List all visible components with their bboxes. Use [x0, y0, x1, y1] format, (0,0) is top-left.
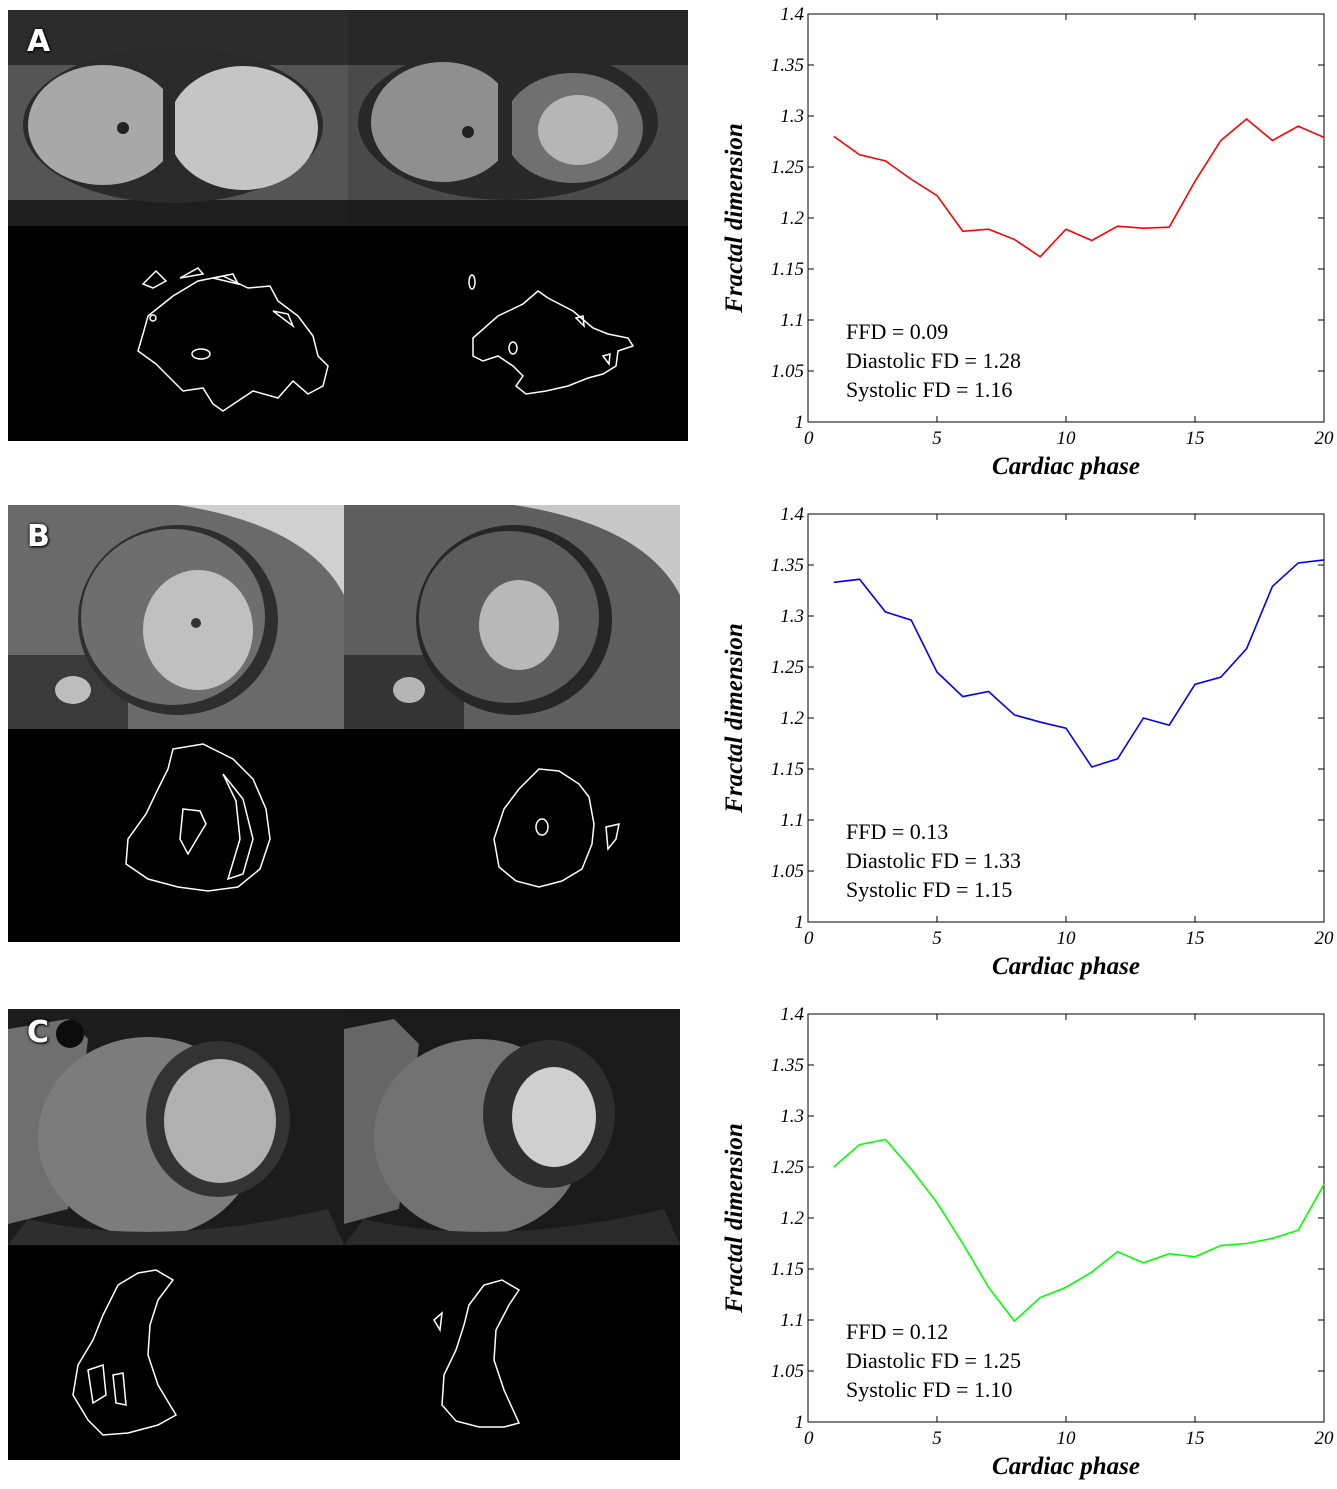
x-tick-label: 20 [1315, 1428, 1335, 1449]
mri-end-systole-image [344, 1009, 680, 1245]
y-tick-label: 1.25 [771, 157, 804, 178]
y-tick-label: 1.2 [780, 708, 804, 729]
x-tick-label: 20 [1315, 928, 1335, 949]
annotation-text: Systolic FD = 1.10 [846, 1377, 1012, 1402]
y-tick-label: 1.2 [780, 1208, 804, 1229]
mri-end-diastole-image [8, 505, 344, 729]
x-tick-label: 0 [804, 1428, 814, 1449]
mri-end-diastole-image [8, 1009, 344, 1245]
y-tick-label: 1.1 [780, 810, 804, 831]
x-tick-label: 5 [932, 428, 942, 449]
chart-a: 1 1.05 1.1 1.15 1.2 1.25 1.3 1.35 1.4 0 5 10 15 20 Car… [721, 4, 1335, 480]
y-tick-label: 1.35 [771, 1055, 804, 1076]
y-tick-label: 1.3 [780, 1106, 804, 1127]
x-tick-label: 15 [1186, 428, 1205, 449]
x-axis-title: Cardiac phase [992, 1453, 1140, 1480]
x-tick-label: 5 [932, 928, 942, 949]
y-tick-label: 1.4 [780, 4, 804, 25]
y-tick-label: 1.1 [780, 1310, 804, 1331]
chart-c: 1 1.05 1.1 1.15 1.2 1.25 1.3 1.35 1.4 0 5 10 15 20 Car… [721, 1004, 1335, 1480]
x-axis-title: Cardiac phase [992, 953, 1140, 980]
x-tick-label: 0 [804, 428, 814, 449]
chart-b: 1 1.05 1.1 1.15 1.2 1.25 1.3 1.35 1.4 0 5 10 15 20 Car… [721, 504, 1335, 980]
x-tick-label: 10 [1057, 428, 1077, 449]
panel-letter-b: B [27, 519, 50, 554]
x-tick-label: 15 [1186, 928, 1205, 949]
x-tick-label: 20 [1315, 428, 1335, 449]
y-tick-label: 1.25 [771, 657, 804, 678]
y-tick-label: 1.4 [780, 1004, 804, 1025]
series-line [833, 1138, 1325, 1323]
y-tick-label: 1.3 [780, 606, 804, 627]
panel-c: C 1 1.05 1.1 1.15 1.2 1.25 1.3 1.35 1.4 0 5 10 15 20 C… [0, 1000, 1337, 1489]
y-tick-label: 1.05 [771, 1361, 804, 1382]
y-axis-title: Fractal dimension [721, 623, 748, 814]
y-tick-label: 1.15 [771, 1259, 804, 1280]
y-tick-label: 1.15 [771, 759, 804, 780]
series-line [833, 118, 1325, 258]
edge-contour-diastole [125, 743, 271, 892]
y-tick-label: 1.1 [780, 310, 804, 331]
panel-letter-a: A [27, 24, 51, 59]
y-tick-label: 1 [795, 1412, 805, 1433]
panel-a: A 1 1.05 1.1 1.15 1.2 1.25 1.3 1.35 1.4 0 5 10 15 20 C… [0, 0, 1337, 490]
x-tick-label: 10 [1057, 1428, 1077, 1449]
edge-contour-systole [433, 1279, 521, 1428]
annotation-text: Diastolic FD = 1.33 [846, 848, 1021, 873]
y-tick-label: 1.25 [771, 1157, 804, 1178]
y-axis-title: Fractal dimension [721, 1123, 748, 1314]
panel-b: B 1 1.05 1.1 1.15 1.2 1.25 1.3 1.35 1.4 0 5 10 15 20 C… [0, 500, 1337, 990]
y-axis-title: Fractal dimension [721, 123, 748, 314]
y-tick-label: 1.05 [771, 361, 804, 382]
mri-image-block-a: A [8, 10, 688, 441]
mri-end-diastole-image [8, 10, 348, 226]
annotation-text: Systolic FD = 1.15 [846, 877, 1012, 902]
annotation-text: FFD = 0.12 [846, 1319, 948, 1344]
y-tick-label: 1 [795, 912, 805, 933]
y-tick-label: 1.05 [771, 861, 804, 882]
edge-contour-systole [493, 768, 620, 888]
mri-image-block-c: C [8, 1009, 680, 1460]
y-tick-label: 1.15 [771, 259, 804, 280]
x-tick-label: 0 [804, 928, 814, 949]
annotation-text: FFD = 0.09 [846, 319, 948, 344]
edge-contour-diastole [72, 1269, 178, 1436]
x-tick-label: 5 [932, 1428, 942, 1449]
edge-contour-diastole [137, 267, 329, 412]
panel-letter-c: C [27, 1015, 50, 1050]
y-tick-label: 1.2 [780, 208, 804, 229]
mri-end-systole-image [348, 10, 688, 226]
y-tick-label: 1.4 [780, 504, 804, 525]
mri-end-systole-image [344, 505, 680, 729]
x-tick-label: 15 [1186, 1428, 1205, 1449]
y-tick-label: 1 [795, 412, 805, 433]
y-tick-label: 1.3 [780, 106, 804, 127]
annotation-text: FFD = 0.13 [846, 819, 948, 844]
x-tick-label: 10 [1057, 928, 1077, 949]
y-tick-label: 1.35 [771, 555, 804, 576]
mri-image-block-b: B [8, 505, 680, 942]
x-axis-title: Cardiac phase [992, 453, 1140, 480]
edge-contour-systole [468, 274, 635, 395]
annotation-text: Systolic FD = 1.16 [846, 377, 1012, 402]
y-tick-label: 1.35 [771, 55, 804, 76]
series-line [833, 559, 1325, 768]
annotation-text: Diastolic FD = 1.28 [846, 348, 1021, 373]
annotation-text: Diastolic FD = 1.25 [846, 1348, 1021, 1373]
